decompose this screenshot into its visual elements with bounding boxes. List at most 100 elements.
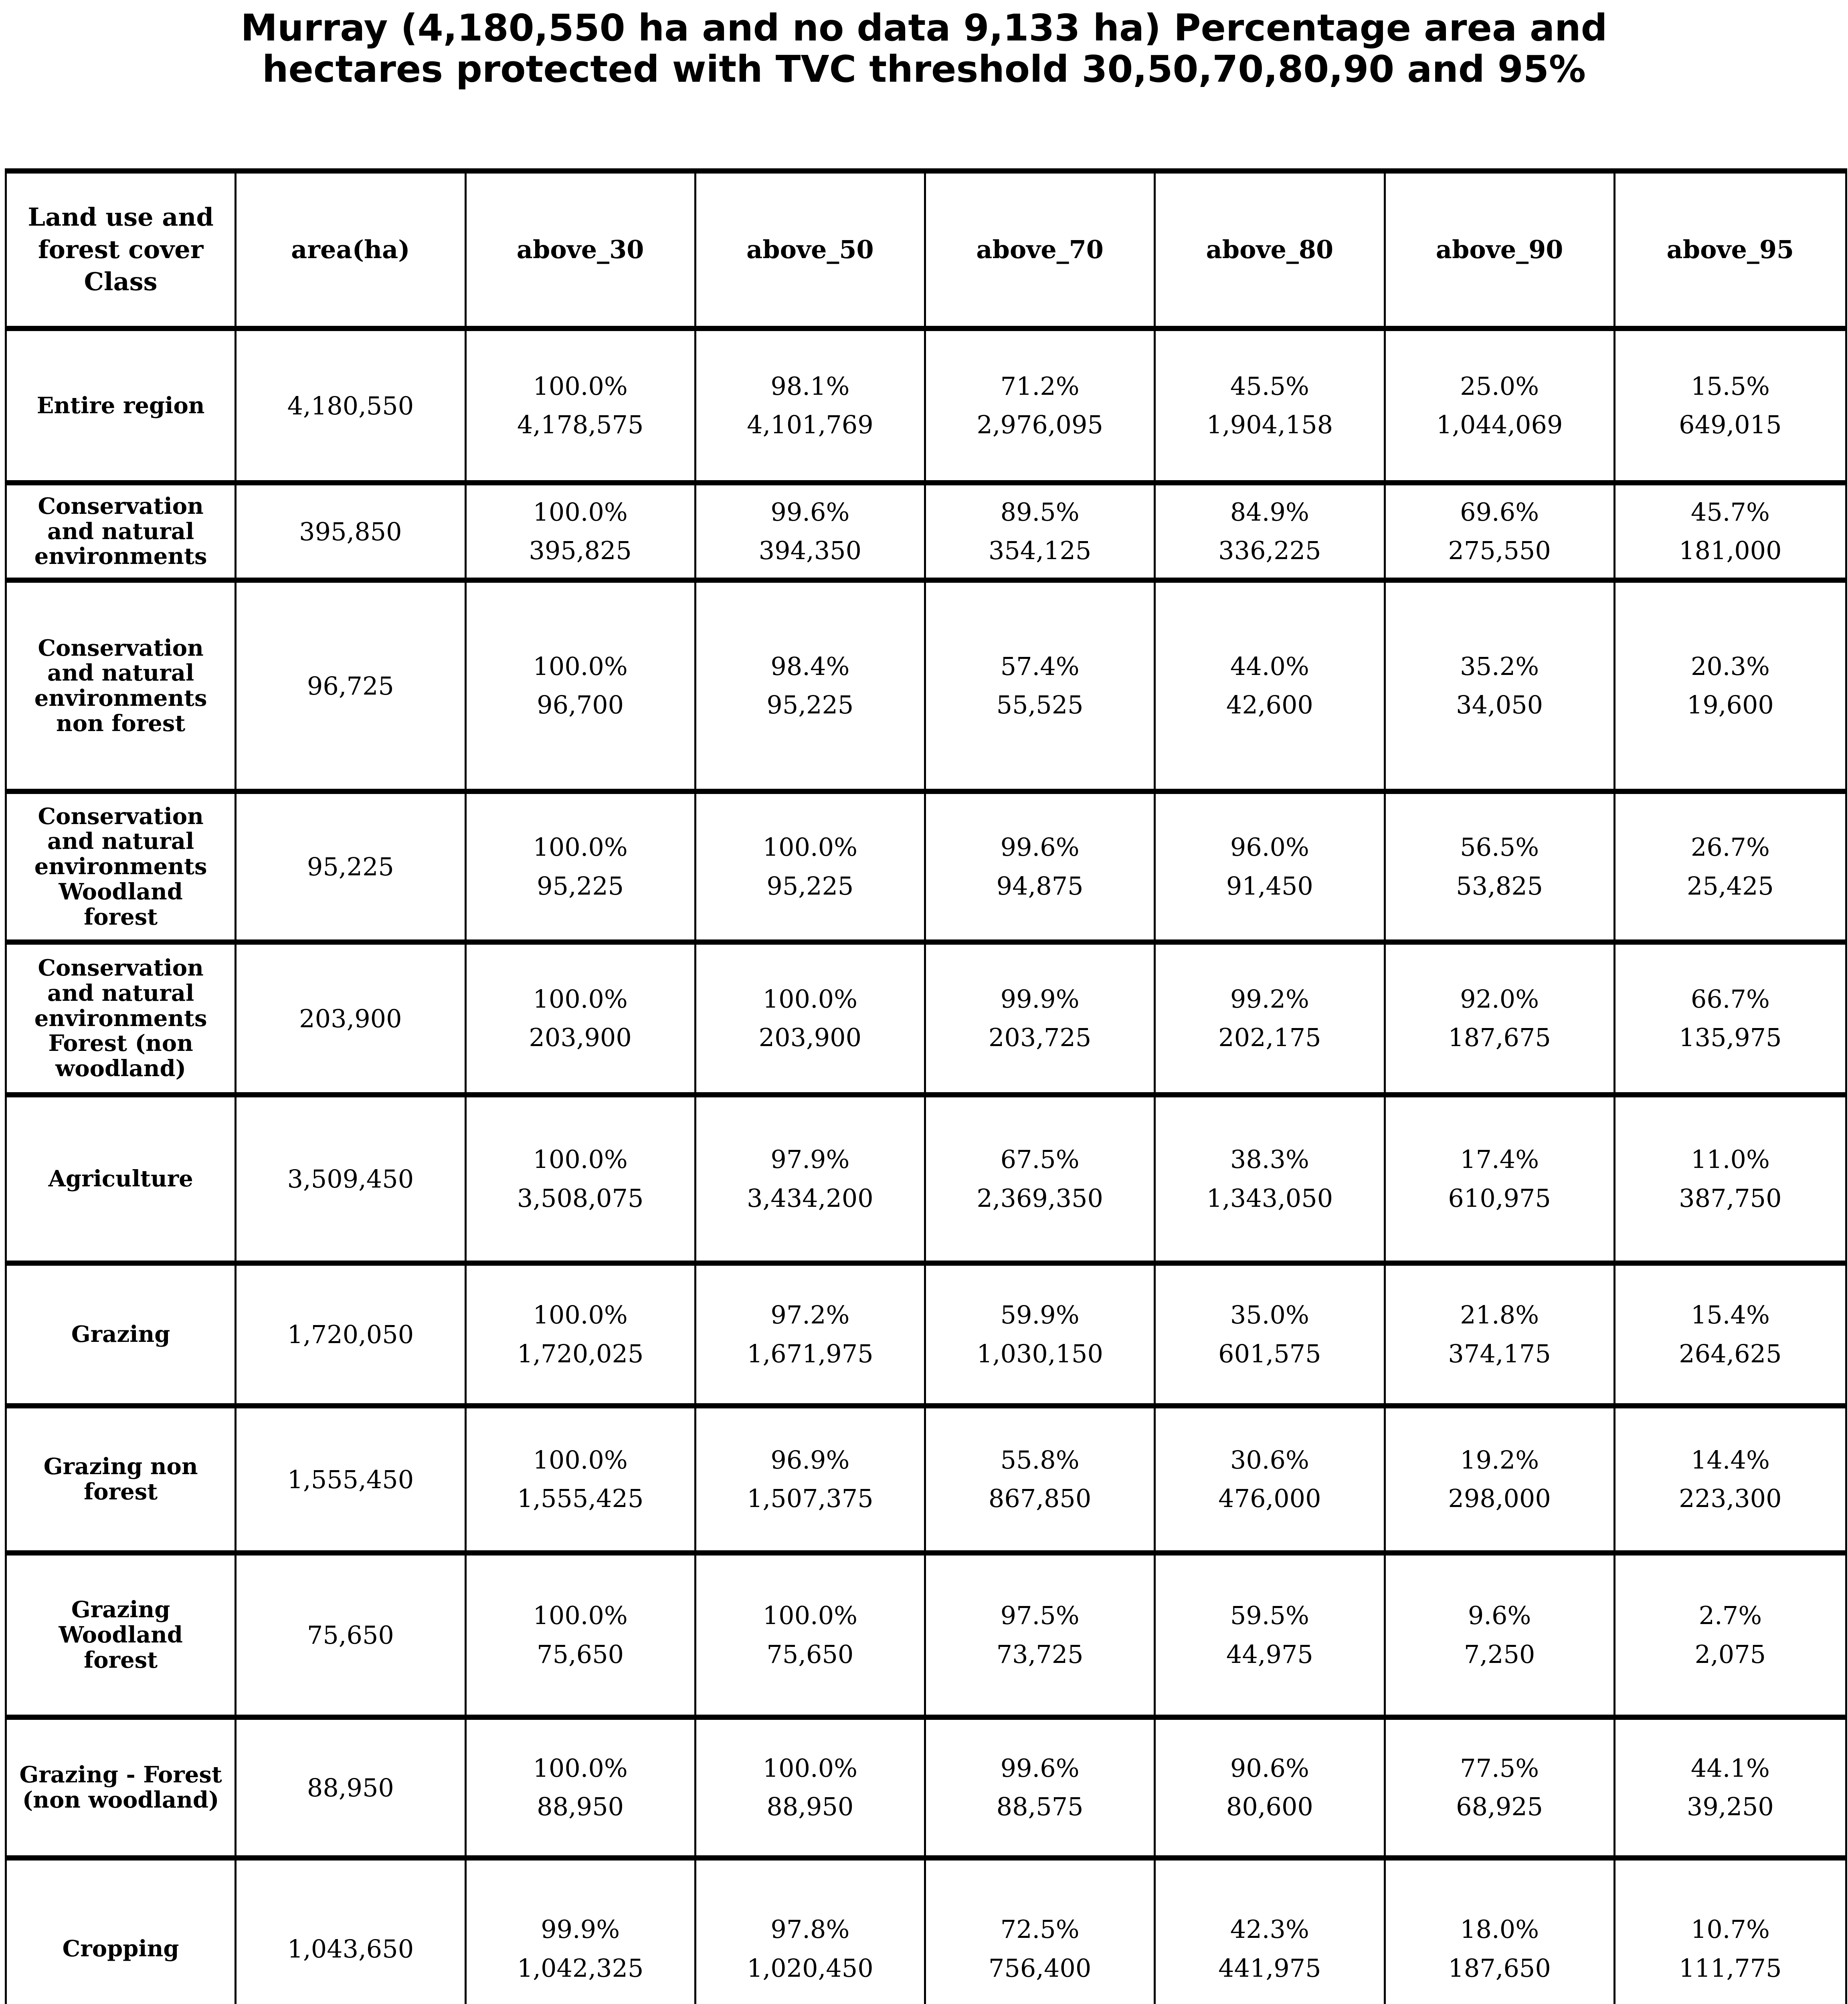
area-ha-cell: 395,850: [237, 480, 467, 578]
threshold-value-cell: 45.7% 181,000: [1615, 480, 1845, 578]
threshold-value-cell: 99.2% 202,175: [1156, 939, 1386, 1092]
hectares-value: 2,075: [1694, 1639, 1766, 1669]
threshold-value-cell: 100.0% 88,950: [696, 1715, 926, 1855]
hectares-value: 111,775: [1679, 1953, 1782, 1983]
hectares-value: 187,675: [1448, 1023, 1551, 1052]
percent-value: 2.7%: [1698, 1601, 1762, 1630]
row-label-text: Grazing non forest: [43, 1453, 198, 1505]
percent-value: 97.8%: [770, 1915, 850, 1944]
threshold-value-cell: 66.7% 135,975: [1615, 939, 1845, 1092]
threshold-value-cell: 25.0% 1,044,069: [1385, 326, 1615, 480]
percent-value: 100.0%: [533, 497, 628, 527]
percent-value: 100.0%: [762, 1753, 858, 1783]
hectares-value: 94,875: [996, 871, 1084, 901]
threshold-value-cell: 15.4% 264,625: [1615, 1261, 1845, 1403]
hectares-value: 1,343,050: [1206, 1183, 1333, 1213]
hectares-value: 44,975: [1226, 1639, 1313, 1669]
hectares-value: 95,225: [766, 690, 854, 719]
hectares-value: 202,175: [1218, 1023, 1321, 1052]
percent-value: 100.0%: [533, 1300, 628, 1330]
row-label-text: Grazing Woodland forest: [59, 1596, 183, 1673]
percent-value: 96.9%: [770, 1445, 850, 1475]
area-ha-cell: 95,225: [237, 789, 467, 939]
hectares-value: 42,600: [1226, 690, 1313, 719]
percent-value: 14.4%: [1690, 1445, 1770, 1475]
hectares-value: 441,975: [1218, 1953, 1321, 1983]
threshold-value-cell: 97.2% 1,671,975: [696, 1261, 926, 1403]
threshold-value-cell: 21.8% 374,175: [1385, 1261, 1615, 1403]
row-label: Conservation and natural environments no…: [7, 578, 237, 789]
hectares-value: 95,225: [766, 871, 854, 901]
threshold-value-cell: 45.5% 1,904,158: [1156, 326, 1386, 480]
column-header-above-30: above_30: [467, 174, 696, 326]
hectares-value: 387,750: [1679, 1183, 1782, 1213]
percent-value: 67.5%: [1000, 1145, 1080, 1174]
hectares-value: 203,900: [529, 1023, 632, 1052]
percent-value: 100.0%: [533, 1601, 628, 1630]
percent-value: 18.0%: [1460, 1915, 1539, 1944]
percent-value: 15.5%: [1690, 371, 1770, 401]
land-use-table: Land use and forest cover Class area(ha)…: [5, 168, 1847, 2004]
percent-value: 72.5%: [1000, 1915, 1080, 1944]
percent-value: 100.0%: [762, 984, 858, 1014]
percent-value: 97.2%: [770, 1300, 850, 1330]
percent-value: 42.3%: [1230, 1915, 1309, 1944]
percent-value: 56.5%: [1460, 832, 1539, 862]
row-label-text: Grazing: [71, 1321, 170, 1348]
hectares-value: 25,425: [1686, 871, 1774, 901]
threshold-value-cell: 84.9% 336,225: [1156, 480, 1386, 578]
hectares-value: 1,671,975: [747, 1339, 873, 1368]
threshold-value-cell: 92.0% 187,675: [1385, 939, 1615, 1092]
hectares-value: 601,575: [1218, 1339, 1321, 1368]
threshold-value-cell: 89.5% 354,125: [926, 480, 1156, 578]
hectares-value: 75,650: [766, 1639, 854, 1669]
threshold-value-cell: 100.0% 1,555,425: [466, 1403, 696, 1550]
percent-value: 25.0%: [1460, 371, 1539, 401]
threshold-value-cell: 77.5% 68,925: [1385, 1715, 1615, 1855]
percent-value: 45.7%: [1690, 497, 1770, 527]
percent-value: 21.8%: [1460, 1300, 1539, 1330]
threshold-value-cell: 98.1% 4,101,769: [696, 326, 926, 480]
percent-value: 10.7%: [1690, 1915, 1770, 1944]
percent-value: 100.0%: [533, 651, 628, 681]
hectares-value: 867,850: [988, 1484, 1092, 1513]
percent-value: 96.0%: [1230, 832, 1309, 862]
percent-value: 11.0%: [1690, 1145, 1770, 1174]
percent-value: 30.6%: [1230, 1445, 1309, 1475]
hectares-value: 203,900: [758, 1023, 862, 1052]
percent-value: 100.0%: [533, 1753, 628, 1783]
percent-value: 20.3%: [1690, 651, 1770, 681]
threshold-value-cell: 100.0% 88,950: [466, 1715, 696, 1855]
hectares-value: 95,225: [537, 871, 624, 901]
percent-value: 100.0%: [533, 371, 628, 401]
column-header-above-70: above_70: [926, 174, 1156, 326]
percent-value: 38.3%: [1230, 1145, 1309, 1174]
area-ha-cell: 1,555,450: [237, 1403, 467, 1550]
row-label-text: Grazing - Forest (non woodland): [19, 1762, 222, 1813]
percent-value: 90.6%: [1230, 1753, 1309, 1783]
row-label-text: Entire region: [36, 392, 205, 419]
threshold-value-cell: 18.0% 187,650: [1385, 1855, 1615, 2004]
threshold-value-cell: 44.1% 39,250: [1615, 1715, 1845, 1855]
threshold-value-cell: 97.9% 3,434,200: [696, 1092, 926, 1261]
hectares-value: 181,000: [1679, 536, 1782, 565]
row-label-text: Agriculture: [48, 1166, 193, 1192]
row-label: Grazing Woodland forest: [7, 1550, 237, 1715]
hectares-value: 1,507,375: [747, 1484, 873, 1513]
hectares-value: 394,350: [758, 536, 862, 565]
percent-value: 99.6%: [1000, 832, 1080, 862]
hectares-value: 34,050: [1456, 690, 1543, 719]
hectares-value: 223,300: [1679, 1484, 1782, 1513]
hectares-value: 2,976,095: [977, 410, 1103, 439]
hectares-value: 1,020,450: [747, 1953, 873, 1983]
threshold-value-cell: 100.0% 203,900: [696, 939, 926, 1092]
hectares-value: 610,975: [1448, 1183, 1551, 1213]
row-label: Conservation and natural environments: [7, 480, 237, 578]
percent-value: 98.4%: [770, 651, 850, 681]
threshold-value-cell: 100.0% 1,720,025: [466, 1261, 696, 1403]
percent-value: 57.4%: [1000, 651, 1080, 681]
percent-value: 100.0%: [762, 1601, 858, 1630]
row-label-text: Cropping: [62, 1935, 179, 1962]
threshold-value-cell: 35.0% 601,575: [1156, 1261, 1386, 1403]
hectares-value: 7,250: [1464, 1639, 1535, 1669]
